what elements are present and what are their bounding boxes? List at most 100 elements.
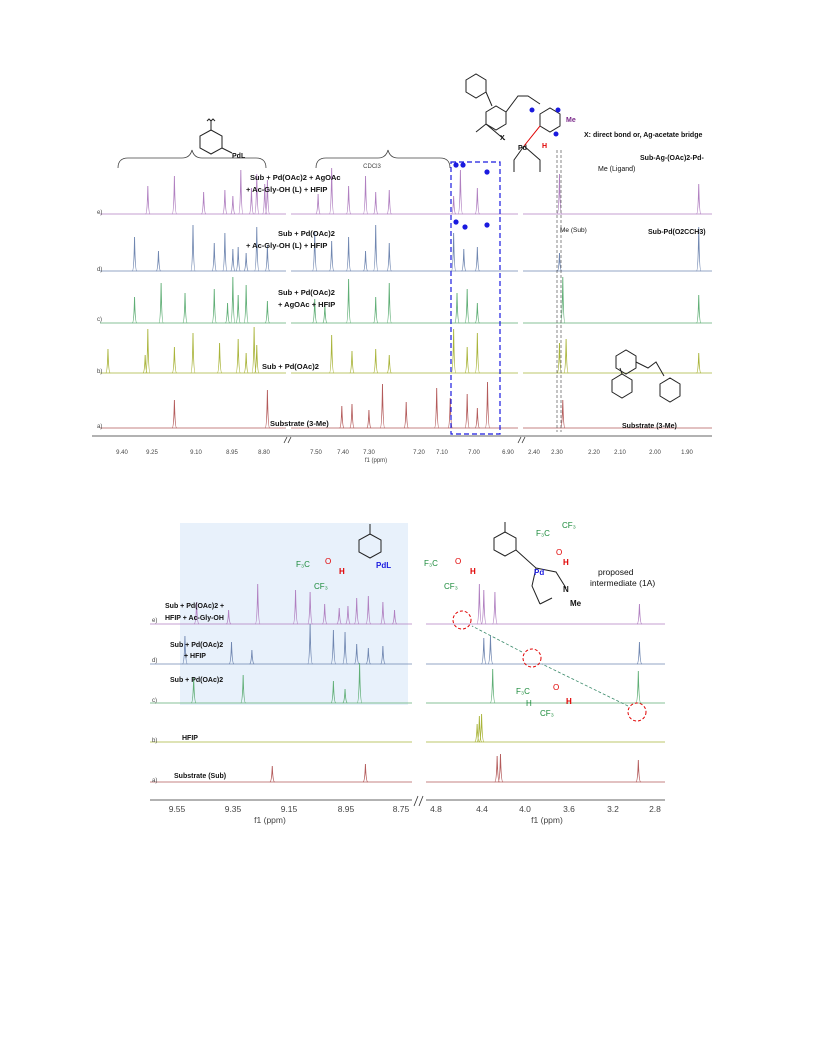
intermediate-label: intermediate (1A) <box>590 578 655 588</box>
intermediate-structure <box>493 522 567 605</box>
spectrum-peak <box>312 230 318 272</box>
trace-letter: e) <box>152 618 157 624</box>
tick: 4.0 <box>519 804 531 814</box>
cdcl3-label: CDCl3 <box>363 164 381 170</box>
spectrum-peak <box>307 591 313 625</box>
tick: 2.20 <box>588 450 600 456</box>
spectrum-peak <box>243 284 249 324</box>
spectrum-peak <box>329 240 335 272</box>
spectrum-peak <box>171 175 178 215</box>
tick: 9.35 <box>225 804 242 814</box>
tick: 1.90 <box>681 450 693 456</box>
spectrum-peak <box>373 296 379 324</box>
hfip-top: F₃C <box>536 529 550 538</box>
trace-label: HFIP + Ac-Gly-OH <box>165 615 224 622</box>
trace-label: Substrate (Sub) <box>174 773 226 780</box>
spectrum-peak <box>243 252 249 272</box>
spectrum-peak <box>145 185 151 215</box>
spectrum-peak <box>339 405 345 429</box>
spectrum-peak <box>182 292 188 324</box>
spectrum-peak <box>345 605 351 625</box>
spectrum-peak <box>353 597 360 625</box>
spectrum-peak <box>158 282 164 324</box>
spectrum-peak <box>356 662 363 704</box>
tick: 8.95 <box>226 450 238 456</box>
trace-label: + Ac-Gly-OH (L) + HFIP <box>246 241 327 250</box>
spectrum-peak <box>474 407 480 429</box>
spectrum-peak <box>131 296 138 324</box>
spectrum-peak <box>254 173 260 215</box>
spectrum-peak <box>190 676 197 704</box>
spectrum-peak <box>386 282 392 324</box>
spectrum-peak <box>476 715 483 743</box>
me-ligand-label: Me (Ligand) <box>598 166 635 173</box>
svg-text:O: O <box>553 683 559 692</box>
spectrum-peak <box>230 248 236 272</box>
spectrum-peak <box>480 637 487 665</box>
trace-label: Sub + Pd(OAc)2 <box>170 642 223 649</box>
trace-letter: c) <box>152 698 157 704</box>
spectrum-peak <box>155 250 162 272</box>
spectrum-peak <box>230 195 236 215</box>
tick: 2.8 <box>649 804 661 814</box>
spectrum-peak <box>494 755 500 783</box>
spectrum-peak <box>105 348 111 374</box>
tick: 7.00 <box>468 450 480 456</box>
spectrum-peak <box>228 641 235 665</box>
spectrum-peak <box>476 583 483 625</box>
tick: 3.6 <box>563 804 575 814</box>
svg-text:F₃C: F₃C <box>516 687 530 696</box>
pd-label: Pd <box>518 145 527 152</box>
hfip-top-h: H <box>563 558 569 567</box>
hfip-top-cf3: CF₃ <box>562 521 576 530</box>
spectrum-peak <box>636 641 643 665</box>
spectrum-peak <box>171 346 178 374</box>
spectrum-peak <box>190 332 196 374</box>
spectrum-peak <box>497 753 504 783</box>
me-sub-label: Me (Sub) <box>560 227 587 234</box>
spectrum-peak <box>391 609 398 625</box>
spectrum-peak <box>182 635 188 665</box>
spectrum-peak <box>322 603 328 625</box>
spectrum-peak <box>238 169 244 215</box>
substrate-structure <box>611 349 681 403</box>
trace-letter: e) <box>97 210 102 216</box>
tick: 9.55 <box>169 804 186 814</box>
spectrum-peak <box>362 250 369 272</box>
spectrum-peak <box>254 583 261 625</box>
x-axis-label: f1 (ppm) <box>365 458 387 464</box>
spectrum-peak <box>193 601 200 625</box>
hfip-left-o: O <box>325 557 331 566</box>
spectrum-peak <box>373 348 379 374</box>
spectrum-peak <box>696 183 702 215</box>
bottom-spectra <box>150 583 665 783</box>
spectrum-peak <box>216 342 223 374</box>
hfip-structure: F₃C O H H CF₃ <box>516 683 572 718</box>
pd-complex-blue-dots <box>529 107 561 137</box>
tick: 2.00 <box>649 450 661 456</box>
pd-label: Pd <box>534 568 544 577</box>
spectrum-peak <box>322 304 328 324</box>
spectrum-peak <box>362 763 369 783</box>
spectrum-peak <box>225 609 232 625</box>
spectrum-peak <box>450 232 457 272</box>
tick: 7.10 <box>436 450 448 456</box>
tick: 9.25 <box>146 450 158 456</box>
spectrum-peak <box>379 383 386 429</box>
spectrum-peak <box>696 352 702 374</box>
spectrum-peak <box>696 226 702 272</box>
h-label: H <box>542 143 547 150</box>
spectrum-peak <box>224 302 231 324</box>
tick: 7.40 <box>337 450 349 456</box>
spectrum-peak <box>464 346 470 374</box>
shift-arrows <box>471 625 629 707</box>
spectrum-peak <box>478 713 485 743</box>
x-label: X <box>500 135 505 142</box>
spectrum-peak <box>307 623 313 665</box>
spectrum-peak <box>249 649 255 665</box>
top-x-axis: 9.40 9.25 9.10 8.95 8.80 7.50 7.40 7.30 … <box>92 435 712 464</box>
spectrum-peak <box>450 328 457 374</box>
top-trace-labels: e) Sub + Pd(OAc)2 + AgOAc + Ac-Gly-OH (L… <box>97 173 341 430</box>
trace-label: Sub + Pd(OAc)2 <box>262 362 319 371</box>
